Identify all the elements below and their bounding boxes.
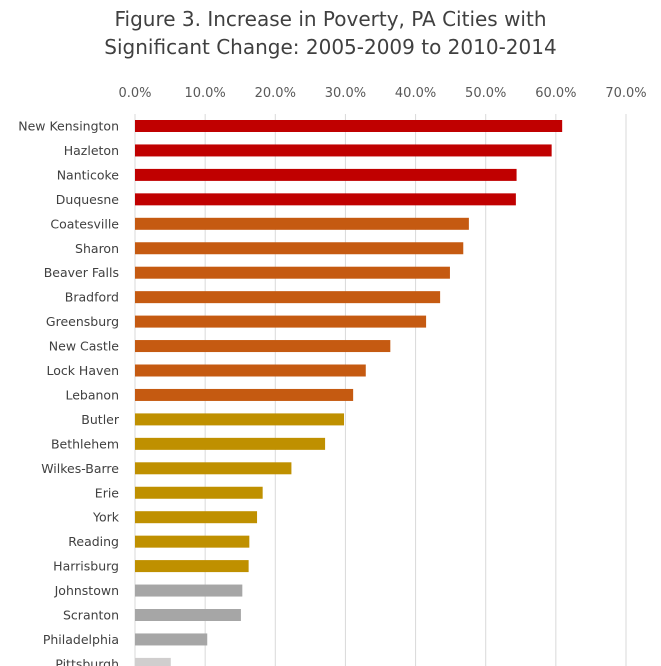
category-label: Duquesne [56,192,120,207]
x-tick-label: 60.0% [535,86,576,101]
category-label: Beaver Falls [44,265,119,280]
category-label: Coatesville [50,216,119,231]
x-tick-label: 30.0% [325,86,366,101]
category-label: New Kensington [18,119,119,134]
bar [135,340,391,353]
bar [135,266,450,279]
bar [135,657,171,666]
x-tick-label: 50.0% [465,86,506,101]
chart-title-line-2: Significant Change: 2005-2009 to 2010-20… [104,35,557,59]
category-label: Greensburg [46,314,119,329]
x-axis-tick-labels: 0.0% 10.0% 20.0% 30.0% 40.0% 50.0% 60.0% 70.0% [118,86,646,101]
category-label: Butler [81,412,120,427]
x-tick-label: 40.0% [395,86,436,101]
bar [135,242,464,255]
category-label: Philadelphia [43,632,119,647]
bar [135,633,208,646]
bar [135,168,517,181]
bar [135,584,243,597]
category-label: York [92,510,120,525]
category-label: Erie [95,485,120,500]
chart-title-line-1: Figure 3. Increase in Poverty, PA Cities… [114,7,547,31]
category-label: Hazleton [64,143,119,158]
bar [135,217,469,230]
bar [135,388,354,401]
category-label: New Castle [49,339,120,354]
category-label: Johnstown [54,583,119,598]
category-label: Reading [68,534,119,549]
category-labels: New Kensington Hazleton Nanticoke Duquesne C… [18,119,120,666]
category-label: Lock Haven [46,363,119,378]
bar [135,511,258,524]
x-tick-label: 20.0% [255,86,296,101]
bar [135,486,263,499]
bar [135,291,441,304]
category-label: Scranton [63,608,119,623]
x-tick-label: 70.0% [605,86,646,101]
bar [135,315,427,328]
bar [135,462,292,475]
category-label: Harrisburg [53,559,119,574]
bar [135,535,250,548]
bar [135,364,366,377]
bar [135,437,326,450]
category-label: Nanticoke [57,167,120,182]
bar [135,193,516,206]
category-label: Wilkes-Barre [41,461,119,476]
bar [135,609,241,621]
category-label: Lebanon [65,387,119,402]
x-tick-label: 10.0% [184,86,225,101]
bar [135,144,552,157]
bar [135,120,563,132]
category-label: Pittsburgh [55,656,119,666]
bar [135,413,345,426]
x-tick-label: 0.0% [118,86,151,101]
category-label: Bethlehem [51,436,119,451]
bar [135,560,249,573]
category-label: Sharon [75,241,119,256]
bars [135,120,563,666]
category-label: Bradford [65,290,119,305]
